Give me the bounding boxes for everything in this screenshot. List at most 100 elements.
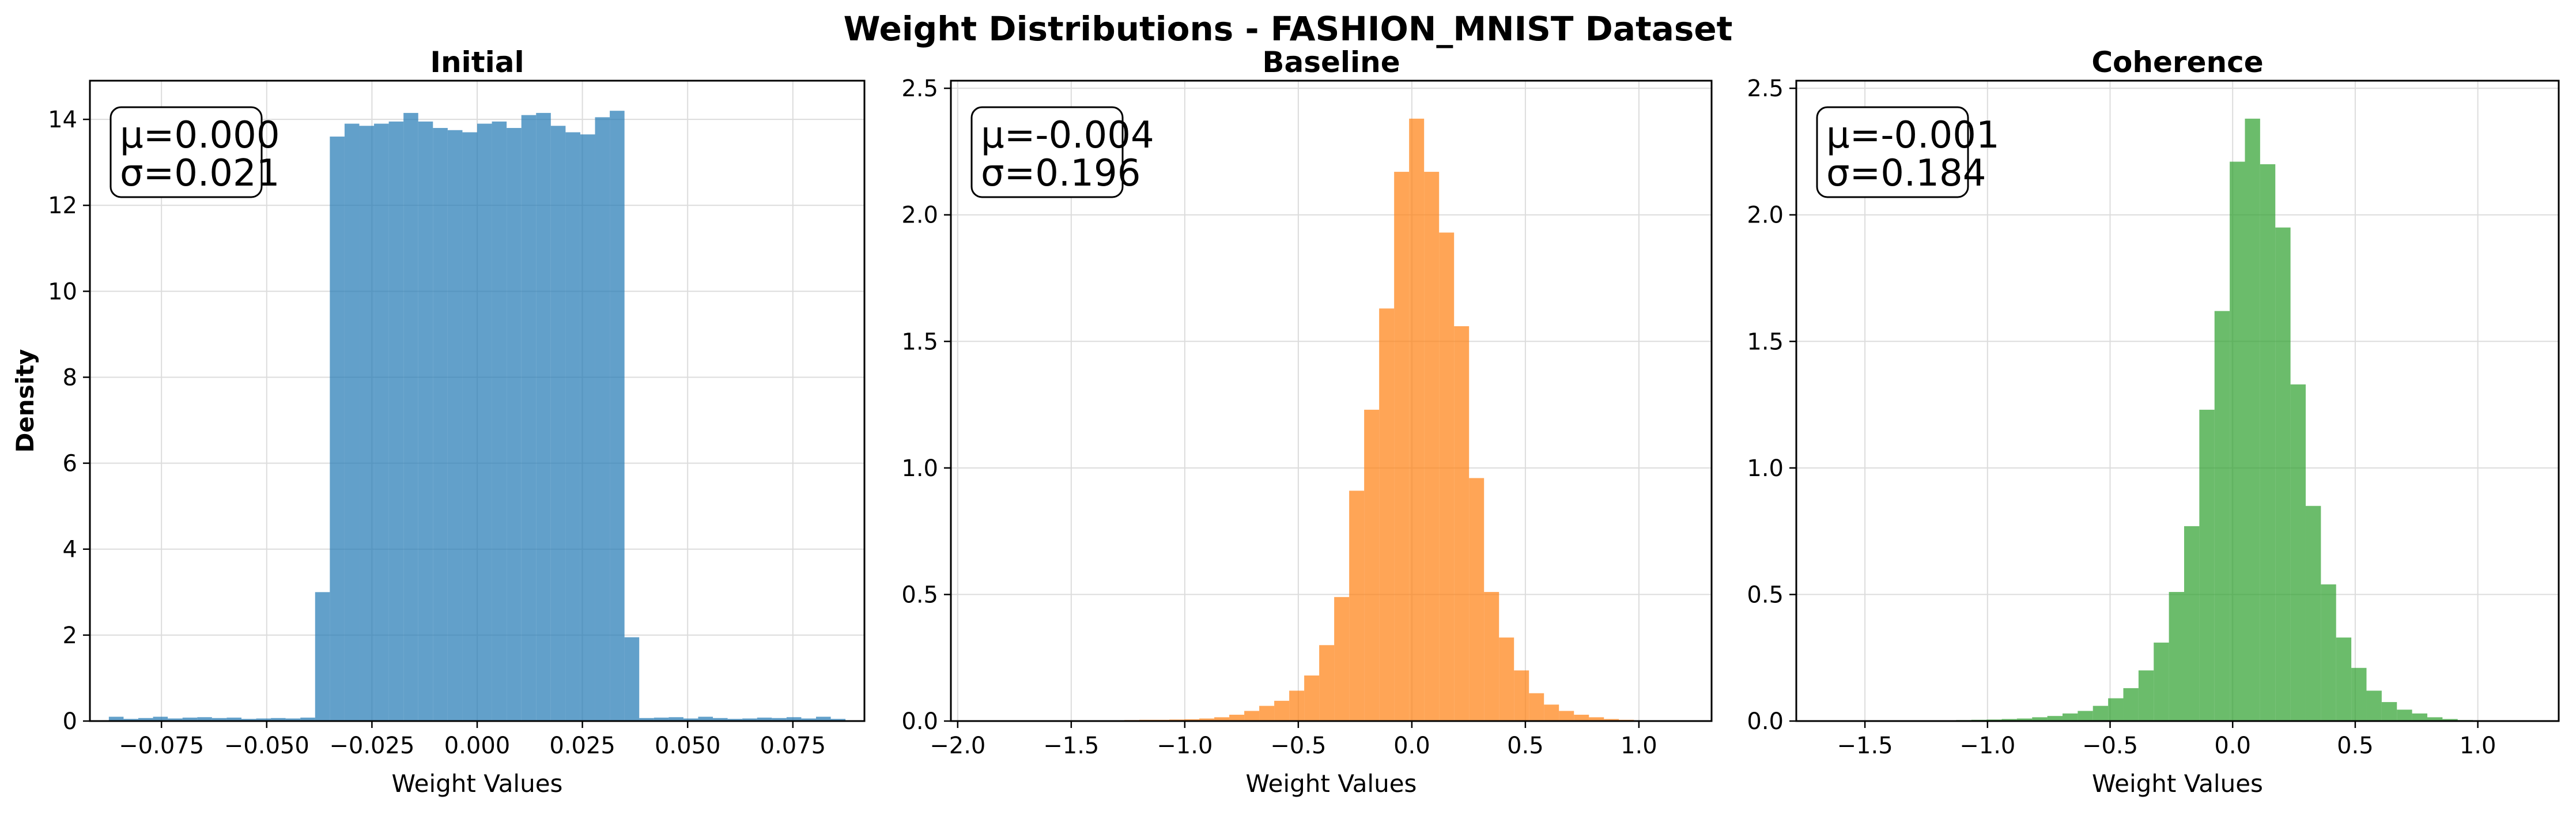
- x-tick-label: −0.025: [329, 733, 414, 759]
- x-axis-label: Weight Values: [2092, 769, 2263, 798]
- hist-bar: [1424, 172, 1439, 721]
- hist-bar: [1409, 119, 1424, 721]
- y-tick-label: 2.0: [901, 202, 938, 229]
- stat-mean: μ=-0.001: [1826, 114, 2000, 157]
- hist-bar: [448, 130, 463, 721]
- x-tick-label: −1.0: [1959, 733, 2015, 759]
- x-tick-label: −1.5: [1837, 733, 1893, 759]
- x-axis-label: Weight Values: [1246, 769, 1417, 798]
- hist-bar: [625, 637, 640, 721]
- hist-bar: [1514, 670, 1529, 721]
- hist-bar: [2063, 714, 2078, 721]
- hist-bar: [2366, 691, 2381, 721]
- hist-bar: [595, 117, 610, 721]
- hist-bar: [1454, 326, 1469, 721]
- hist-bar: [1229, 715, 1244, 721]
- x-tick-label: −0.5: [1270, 733, 1326, 759]
- y-tick-label: 12: [48, 193, 77, 219]
- panel-title: Initial: [430, 46, 524, 79]
- hist-bar: [1379, 308, 1394, 721]
- x-tick-label: 1.0: [2460, 733, 2496, 759]
- hist-bar: [2306, 506, 2321, 721]
- y-tick-label: 8: [63, 364, 77, 391]
- x-tick-label: 0.050: [655, 733, 721, 759]
- x-tick-label: −2.0: [930, 733, 985, 759]
- hist-bar: [2199, 410, 2214, 721]
- stat-mean: μ=-0.004: [981, 114, 1154, 157]
- y-tick-label: 4: [63, 537, 77, 563]
- hist-bar: [345, 124, 360, 721]
- hist-bar: [2154, 643, 2169, 721]
- y-tick-label: 0.5: [1747, 582, 1784, 608]
- y-tick-label: 2.0: [1747, 202, 1784, 229]
- x-tick-label: −1.0: [1157, 733, 1213, 759]
- y-tick-label: 1.5: [1747, 329, 1784, 355]
- hist-bar: [1499, 637, 1514, 721]
- y-tick-label: 2.5: [1747, 76, 1784, 102]
- hist-bar: [1559, 711, 1574, 721]
- stat-std: σ=0.184: [1826, 152, 1986, 195]
- hist-bar: [507, 128, 522, 721]
- y-axis-label: Density: [11, 349, 39, 452]
- y-tick-label: 14: [48, 107, 77, 133]
- y-tick-label: 0.5: [901, 582, 938, 608]
- hist-bar: [418, 122, 433, 721]
- x-tick-label: −0.075: [119, 733, 204, 759]
- panel-0: −0.075 −0.050 −0.025 0.000 0.025 0.050 0.075 0 2…: [11, 46, 864, 798]
- x-tick-label: 0.0: [2214, 733, 2251, 759]
- x-tick-label: −0.050: [224, 733, 309, 759]
- hist-bar: [2336, 637, 2351, 721]
- hist-bar: [1529, 693, 1544, 721]
- hist-bar: [315, 592, 330, 721]
- hist-bar: [1244, 711, 1259, 721]
- hist-bar: [2215, 311, 2230, 721]
- panel-title: Coherence: [2091, 46, 2263, 79]
- hist-bar: [359, 126, 374, 721]
- hist-bar: [2230, 162, 2245, 721]
- hist-bar: [1439, 232, 1454, 721]
- x-tick-label: 0.5: [2337, 733, 2374, 759]
- hist-bar: [1334, 597, 1349, 721]
- y-tick-label: 0.0: [901, 708, 938, 735]
- x-tick-label: 0.075: [760, 733, 826, 759]
- hist-bar: [2351, 668, 2366, 721]
- x-tick-label: 0.5: [1507, 733, 1544, 759]
- x-tick-label: 0.000: [444, 733, 511, 759]
- figure-title: Weight Distributions - FASHION_MNIST Dat…: [844, 9, 1733, 48]
- stat-std: σ=0.021: [120, 152, 279, 195]
- hist-bar: [374, 124, 389, 721]
- hist-bar: [2139, 670, 2154, 721]
- hist-bar: [2245, 119, 2260, 721]
- hist-bar: [610, 111, 625, 721]
- hist-bar: [492, 122, 507, 721]
- hist-bar: [580, 134, 595, 721]
- hist-bar: [1289, 691, 1304, 721]
- x-tick-label: 0.025: [549, 733, 615, 759]
- hist-bar: [2382, 702, 2397, 721]
- hist-bar: [462, 132, 477, 721]
- hist-bar: [1304, 676, 1319, 721]
- hist-bar: [1319, 645, 1334, 721]
- stat-mean: μ=0.000: [120, 114, 280, 157]
- y-tick-label: 2: [63, 622, 77, 649]
- hist-bar: [1364, 410, 1379, 721]
- hist-bar: [2093, 706, 2108, 721]
- hist-bar: [2184, 526, 2199, 721]
- x-axis-label: Weight Values: [392, 769, 563, 798]
- y-tick-label: 10: [48, 278, 77, 305]
- x-tick-label: −1.5: [1043, 733, 1099, 759]
- y-tick-label: 0.0: [1747, 708, 1784, 735]
- y-tick-label: 0: [63, 708, 77, 735]
- y-tick-label: 1.0: [901, 455, 938, 482]
- hist-bar: [536, 113, 551, 721]
- hist-bar: [551, 126, 566, 721]
- hist-bar: [403, 113, 418, 721]
- hist-bar: [2108, 698, 2123, 721]
- hist-bar: [477, 124, 492, 721]
- hist-bar: [1394, 172, 1409, 721]
- hist-bar: [2169, 592, 2184, 721]
- hist-bar: [1484, 592, 1499, 721]
- stat-std: σ=0.196: [981, 152, 1140, 195]
- hist-bar: [2291, 384, 2306, 721]
- x-tick-label: 1.0: [1621, 733, 1657, 759]
